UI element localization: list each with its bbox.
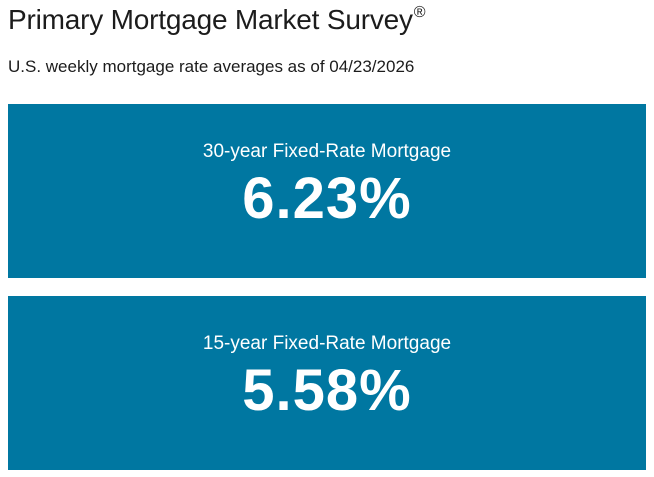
rate-card-value: 5.58% xyxy=(242,358,412,423)
rate-card-label: 30-year Fixed-Rate Mortgage xyxy=(202,141,452,162)
page-subtitle: U.S. weekly mortgage rate averages as of… xyxy=(8,57,415,76)
rate-card-30-year: 30-year Fixed-Rate Mortgage 6.23% xyxy=(8,104,646,278)
page-title-text: Primary Mortgage Market Survey xyxy=(8,4,413,35)
rate-card-15-year: 15-year Fixed-Rate Mortgage 5.58% xyxy=(8,296,646,470)
page-title: Primary Mortgage Market Survey® xyxy=(8,2,426,38)
rate-card-label: 15-year Fixed-Rate Mortgage xyxy=(202,333,452,354)
rate-card-value: 6.23% xyxy=(242,166,412,231)
registered-mark: ® xyxy=(413,4,426,21)
